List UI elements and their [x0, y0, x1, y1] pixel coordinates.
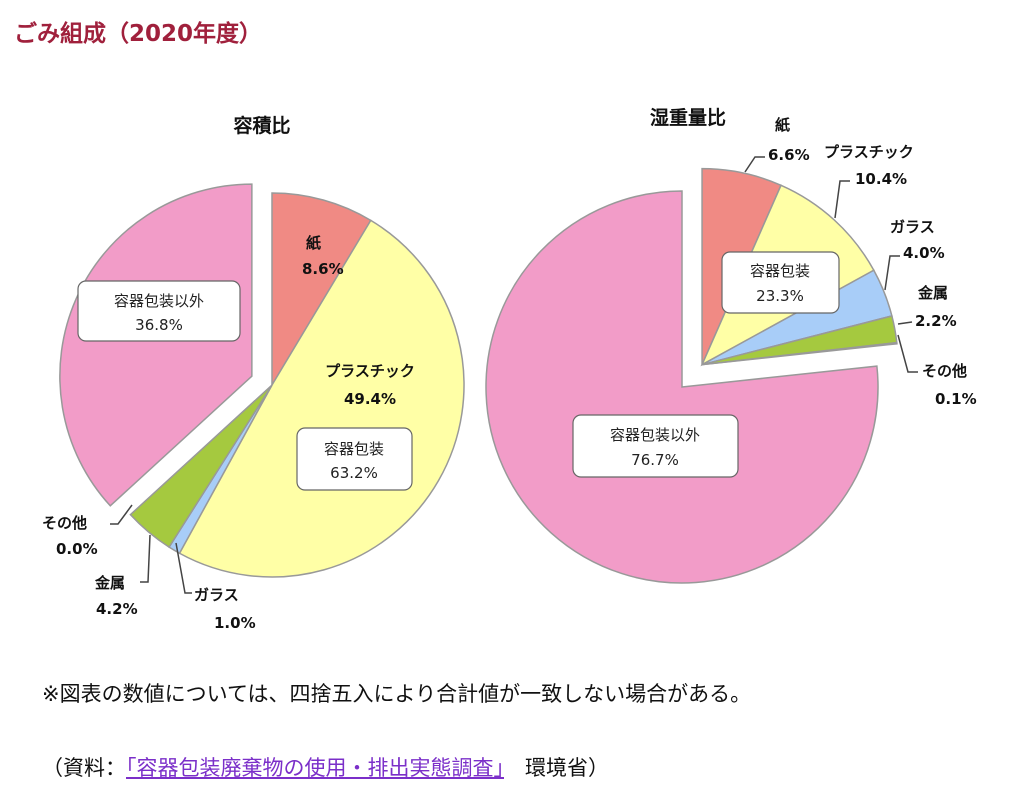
chart-title-wet-weight: 湿重量比: [650, 107, 726, 129]
group-value-packaging: 63.2%: [330, 464, 378, 482]
source-link[interactable]: 「容器包装廃棄物の使用・排出実態調査」: [126, 756, 504, 780]
value-other-2: 0.1%: [935, 390, 977, 408]
leader-other: [110, 504, 133, 525]
label-glass: ガラス: [194, 586, 239, 604]
label-paper: 紙: [306, 234, 321, 252]
leader-plastic-2: [834, 180, 850, 219]
value-plastic-2: 10.4%: [855, 170, 907, 188]
value-metal-2: 2.2%: [915, 312, 957, 330]
label-other: その他: [42, 514, 87, 532]
pie-slice-6: [59, 183, 253, 507]
leader-metal: [140, 534, 151, 583]
group-box-non-packaging-2: [572, 414, 739, 478]
pie-slice-5: [701, 341, 898, 366]
label-metal: 金属: [94, 574, 125, 592]
source-line: （資料：「容器包装廃棄物の使用・排出実態調査」 環境省）: [42, 752, 609, 782]
group-value-packaging-2: 23.3%: [756, 287, 804, 305]
value-other: 0.0%: [56, 540, 98, 558]
group-label-non-packaging: 容器包装以外: [114, 292, 204, 310]
value-metal: 4.2%: [96, 600, 138, 618]
value-glass-2: 4.0%: [903, 244, 945, 262]
label-plastic-2: プラスチック: [824, 143, 914, 161]
label-metal-2: 金属: [917, 284, 948, 302]
label-plastic: プラスチック: [325, 362, 415, 380]
group-value-non-packaging: 36.8%: [135, 316, 183, 334]
group-label-non-packaging-2: 容器包装以外: [610, 426, 700, 444]
pie-volume: [59, 183, 465, 578]
label-glass-2: ガラス: [890, 218, 935, 236]
leader-paper-2: [744, 156, 765, 173]
value-paper-2: 6.6%: [768, 146, 810, 164]
source-suffix: 環境省）: [504, 756, 609, 780]
group-box-non-packaging: [77, 280, 241, 342]
leader-glass: [175, 542, 192, 594]
page-title: ごみ組成（2020年度）: [14, 21, 263, 47]
source-prefix: （資料：: [42, 756, 126, 780]
label-paper-2: 紙: [775, 116, 790, 134]
group-label-packaging: 容器包装: [324, 440, 384, 458]
leader-other-2: [897, 334, 918, 373]
value-paper: 8.6%: [302, 260, 344, 278]
chart-title-volume: 容積比: [233, 114, 290, 137]
pie-slice-4: [129, 384, 273, 549]
footnote: ※図表の数値については、四捨五入により合計値が一致しない場合がある。: [42, 682, 752, 706]
label-other-2: その他: [922, 362, 967, 380]
pie-slice-6: [485, 190, 879, 584]
pie-slice-1: [271, 192, 372, 388]
leader-metal-2: [897, 321, 913, 325]
group-box-packaging: [296, 427, 413, 491]
leader-glass-2: [884, 255, 900, 291]
group-box-packaging-2: [721, 251, 840, 314]
pie-wet-weight: [485, 167, 898, 584]
group-value-non-packaging-2: 76.7%: [631, 451, 679, 469]
value-glass: 1.0%: [214, 614, 256, 632]
group-label-packaging-2: 容器包装: [750, 262, 810, 280]
value-plastic: 49.4%: [344, 390, 396, 408]
